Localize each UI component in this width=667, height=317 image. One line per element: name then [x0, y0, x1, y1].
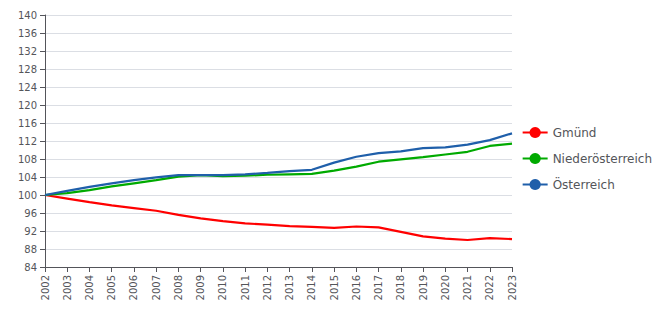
svg-text:132: 132 — [18, 46, 37, 57]
svg-text:2019: 2019 — [418, 275, 429, 300]
svg-text:108: 108 — [18, 154, 37, 165]
svg-text:120: 120 — [18, 100, 37, 111]
svg-text:104: 104 — [18, 172, 37, 183]
svg-text:2015: 2015 — [329, 275, 340, 300]
svg-text:2008: 2008 — [173, 275, 184, 300]
svg-text:128: 128 — [18, 64, 37, 75]
svg-text:116: 116 — [18, 118, 37, 129]
svg-text:2005: 2005 — [106, 275, 117, 300]
svg-text:2010: 2010 — [217, 275, 228, 300]
svg-text:2006: 2006 — [128, 275, 139, 300]
svg-text:88: 88 — [24, 244, 37, 255]
svg-text:2021: 2021 — [462, 275, 473, 300]
svg-text:2023: 2023 — [507, 275, 518, 300]
svg-text:2017: 2017 — [373, 275, 384, 300]
svg-text:96: 96 — [24, 208, 37, 219]
svg-text:100: 100 — [18, 190, 37, 201]
svg-text:2012: 2012 — [262, 275, 273, 300]
svg-text:2009: 2009 — [195, 275, 206, 300]
svg-text:2016: 2016 — [351, 275, 362, 300]
svg-text:2002: 2002 — [40, 275, 51, 300]
svg-text:2004: 2004 — [84, 275, 95, 300]
svg-text:Niederösterreich: Niederösterreich — [553, 152, 652, 166]
svg-text:92: 92 — [24, 226, 37, 237]
svg-text:112: 112 — [18, 136, 37, 147]
svg-text:84: 84 — [24, 262, 37, 273]
svg-text:2011: 2011 — [240, 275, 251, 300]
svg-text:136: 136 — [18, 28, 37, 39]
svg-text:2018: 2018 — [395, 275, 406, 300]
svg-text:2020: 2020 — [440, 275, 451, 300]
svg-text:140: 140 — [18, 10, 37, 21]
svg-text:2007: 2007 — [151, 275, 162, 300]
svg-text:Gmünd: Gmünd — [553, 126, 597, 140]
svg-text:Österreich: Österreich — [553, 176, 615, 192]
svg-text:2022: 2022 — [484, 275, 495, 300]
svg-text:124: 124 — [18, 82, 37, 93]
svg-text:2013: 2013 — [284, 275, 295, 300]
svg-text:2014: 2014 — [306, 275, 317, 300]
svg-text:2003: 2003 — [62, 275, 73, 300]
